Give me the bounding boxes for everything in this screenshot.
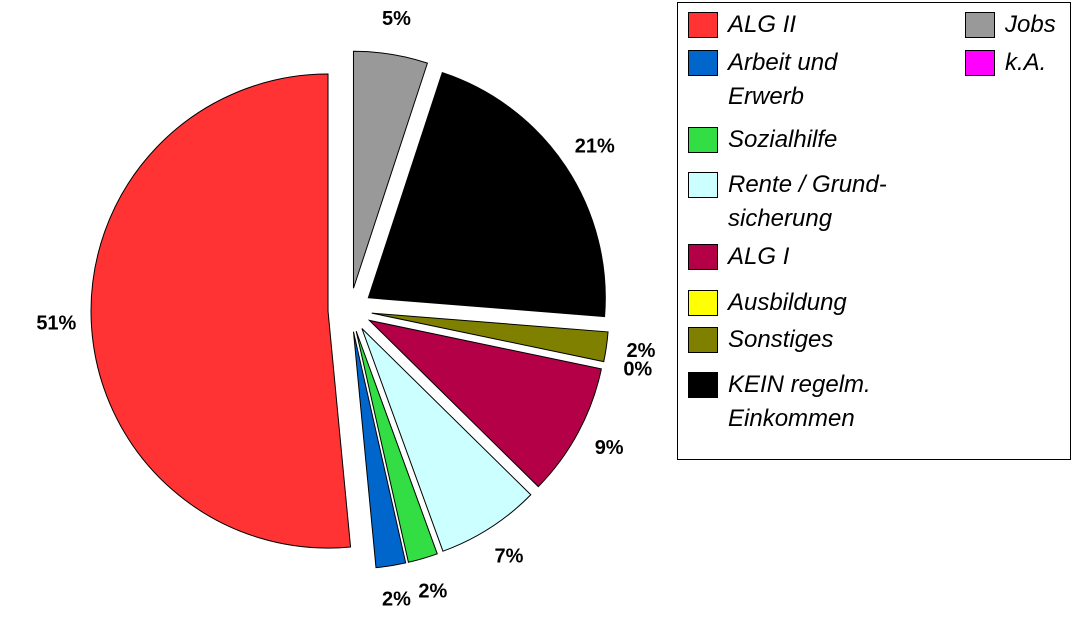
pie-slice (361, 328, 532, 552)
legend-item: Ausbildung (688, 286, 918, 320)
pie-slice (367, 319, 602, 488)
legend-swatch (688, 50, 718, 76)
pie-slice (352, 331, 407, 569)
legend-item: ALG I (688, 240, 918, 274)
legend-label: KEIN regelm. Einkommen (728, 371, 871, 432)
legend-label: ALG I (728, 243, 790, 270)
legend-swatch (688, 290, 718, 316)
pie-slice (355, 330, 438, 563)
legend-swatch (688, 127, 718, 153)
legend-label: Arbeit und Erwerb (728, 49, 838, 110)
pie-slice (371, 312, 609, 363)
legend-label: Sonstiges (728, 326, 834, 353)
legend-swatch (965, 50, 995, 76)
legend: ALG II Arbeit und Erwerb Sozialhilfe Rente … (677, 2, 1071, 460)
legend-item: Rente / Grund­sicherung (688, 168, 918, 236)
legend-label: Rente / Grund­sicherung (728, 171, 887, 232)
legend-label: Jobs (1005, 11, 1056, 38)
legend-item: Arbeit und Erwerb (688, 46, 918, 114)
slice-label: 0% (623, 358, 652, 380)
legend-item: Sonstiges (688, 323, 918, 357)
legend-swatch (688, 244, 718, 270)
legend-swatch (688, 327, 718, 353)
slice-label: 2% (418, 580, 447, 602)
pie-slice (90, 73, 352, 549)
slice-label: 2% (382, 589, 411, 611)
legend-label: Ausbildung (728, 289, 847, 316)
legend-label: Sozialhilfe (728, 126, 838, 153)
legend-item: ALG II (688, 8, 918, 42)
slice-label: 51% (36, 312, 76, 334)
legend-item: Sozialhilfe (688, 123, 918, 157)
slice-label: 9% (595, 437, 624, 459)
legend-swatch (965, 12, 995, 38)
slice-label: 21% (575, 135, 615, 157)
legend-item: Jobs (965, 8, 1080, 42)
legend-item: KEIN regelm. Einkommen (688, 368, 918, 436)
legend-label: ALG II (728, 11, 797, 38)
slice-label: 2% (627, 340, 656, 362)
slice-label: 7% (494, 546, 523, 568)
pie-slice (367, 72, 606, 318)
legend-swatch (688, 372, 718, 398)
pie-area: 51%2% 2%7%9%0%2%21%5% (36, 8, 656, 611)
slice-label: 5% (382, 8, 411, 30)
legend-swatch (688, 12, 718, 38)
legend-swatch (688, 172, 718, 198)
legend-item: k.A. (965, 46, 1080, 80)
pie-slice (352, 50, 429, 289)
legend-label: k.A. (1005, 49, 1047, 76)
